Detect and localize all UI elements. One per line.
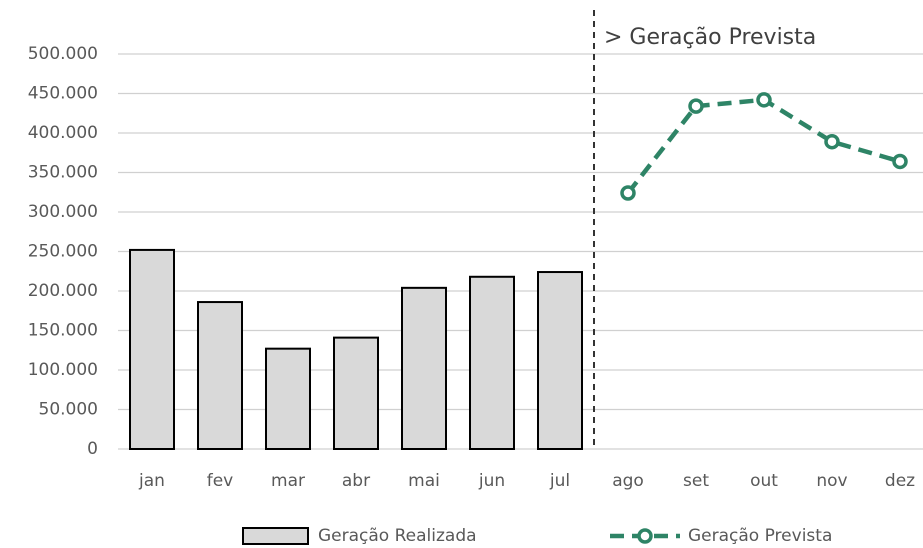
x-tick-label: out	[750, 471, 778, 491]
bar	[333, 336, 379, 450]
y-tick-label: 150.000	[28, 321, 98, 341]
legend-swatch	[242, 527, 309, 545]
bar	[129, 248, 175, 450]
marker	[688, 98, 704, 114]
x-tick-label: set	[683, 471, 709, 491]
marker	[756, 92, 772, 108]
legend-marker	[637, 528, 653, 544]
y-tick-label: 500.000	[28, 44, 98, 64]
x-tick-label: mar	[271, 471, 305, 491]
bar	[401, 286, 447, 450]
bar	[469, 275, 515, 450]
y-tick-label: 300.000	[28, 202, 98, 222]
y-tick-label: 250.000	[28, 242, 98, 262]
marker	[892, 153, 908, 170]
x-tick-label: jun	[478, 471, 505, 491]
bar	[265, 347, 311, 451]
y-tick-label: 400.000	[28, 123, 98, 143]
y-tick-label: 200.000	[28, 281, 98, 301]
legend-label: Geração Prevista	[688, 526, 832, 546]
legend-label: Geração Realizada	[318, 526, 477, 546]
y-tick-label: 0	[87, 439, 98, 459]
marker	[824, 133, 840, 150]
x-tick-label: jan	[138, 471, 165, 491]
bar	[537, 271, 583, 451]
x-tick-label: abr	[342, 471, 370, 491]
bar	[197, 301, 243, 450]
y-tick-label: 450.000	[28, 84, 98, 104]
marker	[620, 185, 636, 201]
y-tick-label: 50.000	[39, 400, 98, 420]
x-tick-label: jul	[549, 471, 570, 491]
x-tick-label: mai	[408, 471, 440, 491]
x-tick-label: nov	[816, 471, 847, 491]
annotation: > Geração Prevista	[604, 25, 816, 50]
x-tick-label: fev	[207, 471, 234, 491]
x-tick-label: ago	[612, 471, 644, 491]
line	[626, 97, 901, 195]
y-tick-label: 350.000	[28, 163, 98, 183]
y-tick-label: 100.000	[28, 360, 98, 380]
x-tick-label: dez	[885, 471, 915, 491]
